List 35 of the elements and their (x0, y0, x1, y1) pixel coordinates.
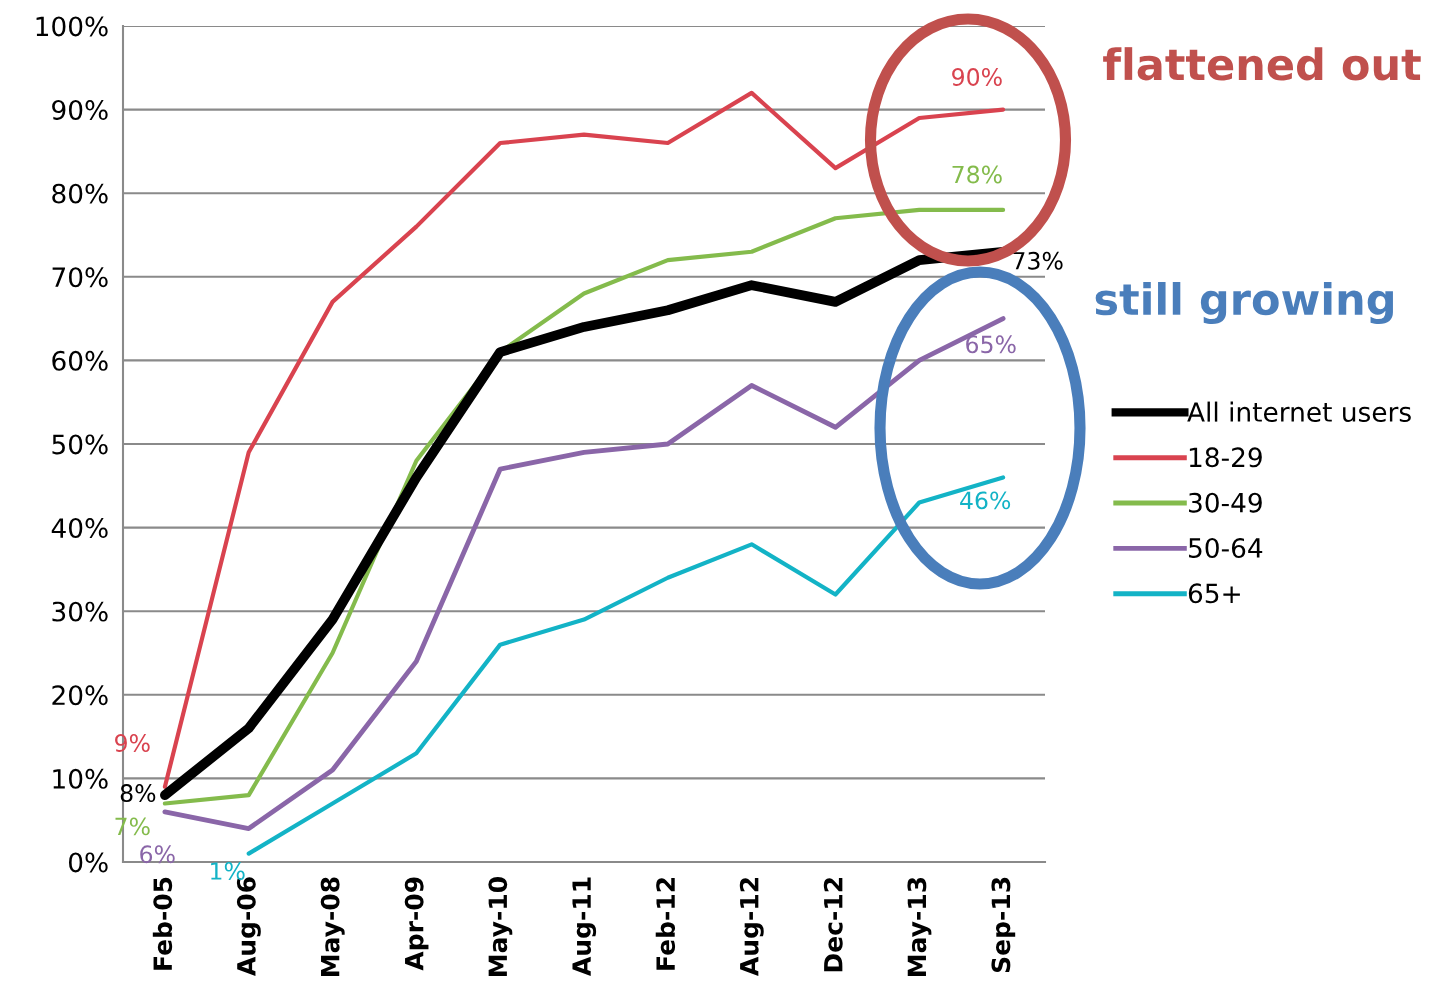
x-tick-label: May-10 (488, 877, 513, 977)
legend-label: 18-29 (1189, 447, 1262, 468)
data-label: 78% (952, 165, 1002, 184)
x-tick-label: May-08 (320, 877, 345, 977)
y-tick-label: 100% (36, 16, 108, 37)
data-label: 46% (960, 491, 1011, 510)
data-label: 8% (120, 784, 156, 802)
text: flattened out (1103, 47, 1421, 81)
y-tick-label: 40% (51, 518, 108, 538)
x-tick-label: Sep-13 (991, 877, 1016, 973)
text: still growing (1095, 282, 1393, 324)
x-tick-label: Apr-09 (404, 877, 429, 971)
y-tick-label: 30% (52, 601, 108, 622)
x-tick-label: Feb-05 (152, 877, 173, 970)
legend-label: 65+ (1188, 583, 1240, 604)
x-tick-label: Dec-12 (823, 878, 843, 972)
y-tick-label: 60% (52, 350, 108, 371)
y-tick-label: 90% (52, 100, 108, 120)
x-tick-label: Aug-11 (572, 877, 597, 976)
y-tick-label: 20% (52, 685, 108, 706)
data-label: 90% (952, 68, 1002, 86)
legend-label: 50-64 (1189, 538, 1263, 558)
x-tick-label: May-13 (907, 877, 932, 977)
y-tick-label: 0% (68, 852, 108, 873)
data-label: 73% (1013, 251, 1063, 270)
y-tick-label: 10% (53, 768, 108, 789)
legend-label: 30-49 (1189, 492, 1262, 513)
legend-label: All internet users (1187, 401, 1411, 422)
data-label: 6% (140, 845, 175, 864)
data-label: 65% (966, 335, 1016, 354)
y-tick-label: 50% (52, 434, 108, 455)
y-tick-label: 80% (52, 183, 108, 204)
x-tick-label: Aug-12 (739, 878, 764, 976)
y-tick-label: 70% (52, 267, 108, 288)
x-tick-label: Feb-12 (655, 878, 676, 970)
